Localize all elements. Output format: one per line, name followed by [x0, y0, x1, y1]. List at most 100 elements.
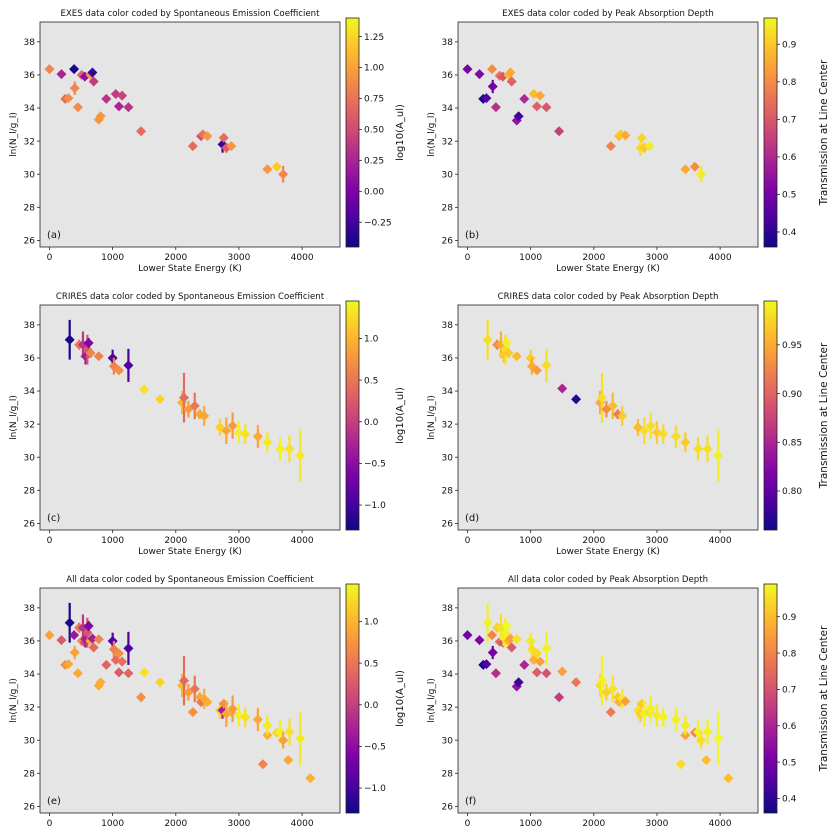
data-point: [645, 703, 656, 714]
data-point: [187, 141, 198, 152]
y-tick-label: 26: [24, 237, 36, 247]
x-tick-label: 4000: [709, 819, 732, 829]
y-tick-label: 38: [442, 321, 454, 331]
data-point: [513, 111, 524, 122]
x-tick-label: 2000: [582, 536, 605, 546]
data-point: [519, 93, 530, 104]
panel-letter: (a): [47, 230, 61, 241]
data-point: [136, 692, 147, 703]
colorbar-tick-label: 1.0: [364, 618, 379, 628]
data-point: [69, 647, 80, 658]
data-point: [278, 735, 289, 746]
panel-letter: (f): [465, 796, 476, 807]
data-point: [689, 161, 700, 172]
x-tick-label: 4000: [291, 536, 314, 546]
data-point: [295, 450, 306, 461]
data-point: [701, 755, 712, 766]
data-point: [501, 338, 512, 349]
colorbar-tick-label: 0.9: [782, 613, 797, 623]
colorbar-tick-label: 0.75: [364, 95, 384, 105]
x-tick-label: 0: [47, 536, 53, 546]
colorbar-tick-label: 0.95: [782, 341, 802, 351]
panel-4: All data color coded by Spontaneous Emis…: [9, 575, 406, 829]
data-point: [44, 64, 55, 75]
data-point: [620, 130, 631, 141]
data-point: [278, 169, 289, 180]
colorbar-tick-label: 0.8: [782, 649, 797, 659]
panel-5: All data color coded by Peak Absorption …: [427, 575, 830, 829]
data-point: [531, 648, 542, 659]
data-point: [179, 675, 189, 686]
colorbar-tick-label: 0.9: [782, 40, 797, 50]
panel-title: CRIRES data color coded by Peak Absorpti…: [498, 292, 719, 302]
x-tick-label: 2000: [164, 253, 187, 263]
y-tick-label: 30: [24, 736, 36, 746]
data-point: [490, 668, 501, 679]
y-tick-label: 34: [24, 670, 36, 680]
colorbar-tick-label: −0.25: [364, 218, 392, 228]
x-tick-label: 1000: [519, 253, 542, 263]
plot-area: [457, 21, 759, 248]
data-point: [503, 347, 514, 358]
x-tick-label: 3000: [645, 536, 668, 546]
data-point: [123, 668, 134, 679]
data-point: [283, 755, 294, 766]
colorbar-label: log10(A_ul): [395, 670, 406, 727]
colorbar-tick-label: 1.00: [364, 64, 384, 74]
y-tick-label: 36: [442, 354, 454, 364]
data-point: [670, 714, 681, 725]
plot-area: [457, 587, 759, 814]
data-point: [113, 648, 124, 659]
data-point: [571, 394, 582, 405]
data-point: [519, 659, 530, 670]
data-point: [64, 334, 75, 345]
x-tick-label: 4000: [709, 536, 732, 546]
data-point: [295, 733, 306, 744]
colorbar-tick-label: 1.25: [364, 33, 384, 43]
colorbar: [345, 300, 360, 531]
data-point: [107, 352, 118, 363]
data-point: [487, 647, 498, 658]
y-tick-label: 32: [24, 420, 35, 430]
panel-title: All data color coded by Peak Absorption …: [508, 575, 708, 585]
x-tick-label: 0: [47, 253, 53, 263]
data-point: [117, 90, 128, 101]
data-point: [72, 668, 83, 679]
colorbar-tick-label: −0.5: [364, 460, 386, 470]
data-point: [72, 102, 83, 113]
x-tick-label: 1000: [101, 253, 124, 263]
data-point: [101, 93, 112, 104]
x-axis-label: Lower State Energy (K): [556, 547, 660, 557]
data-point: [481, 93, 492, 104]
data-point: [56, 69, 67, 80]
x-tick-label: 2000: [164, 536, 187, 546]
colorbar-tick-label: 0.5: [782, 758, 796, 768]
data-point: [645, 420, 656, 431]
data-point: [305, 773, 316, 784]
panel-1: EXES data color coded by Peak Absorption…: [427, 9, 830, 274]
y-tick-label: 32: [442, 420, 453, 430]
data-point: [85, 347, 96, 358]
colorbar-tick-label: −1.0: [364, 501, 386, 511]
colorbar: [345, 17, 360, 248]
data-point: [93, 351, 104, 362]
y-tick-label: 34: [442, 670, 454, 680]
y-tick-label: 38: [24, 321, 36, 331]
y-axis-label: ln(N_l/g_l): [9, 678, 19, 723]
data-point: [680, 437, 691, 448]
colorbar-tick-label: 1.0: [364, 335, 379, 345]
data-point: [284, 726, 295, 737]
data-point: [262, 164, 273, 175]
data-point: [123, 360, 134, 371]
colorbar-label: log10(A_ul): [395, 104, 406, 161]
x-tick-label: 3000: [227, 536, 250, 546]
data-point: [511, 351, 522, 362]
y-tick-label: 30: [24, 170, 36, 180]
colorbar: [763, 17, 778, 248]
y-tick-label: 36: [442, 71, 454, 81]
data-point: [240, 712, 251, 723]
data-point: [63, 659, 74, 670]
x-tick-label: 3000: [227, 253, 250, 263]
data-point: [713, 733, 724, 744]
data-point: [271, 161, 282, 172]
